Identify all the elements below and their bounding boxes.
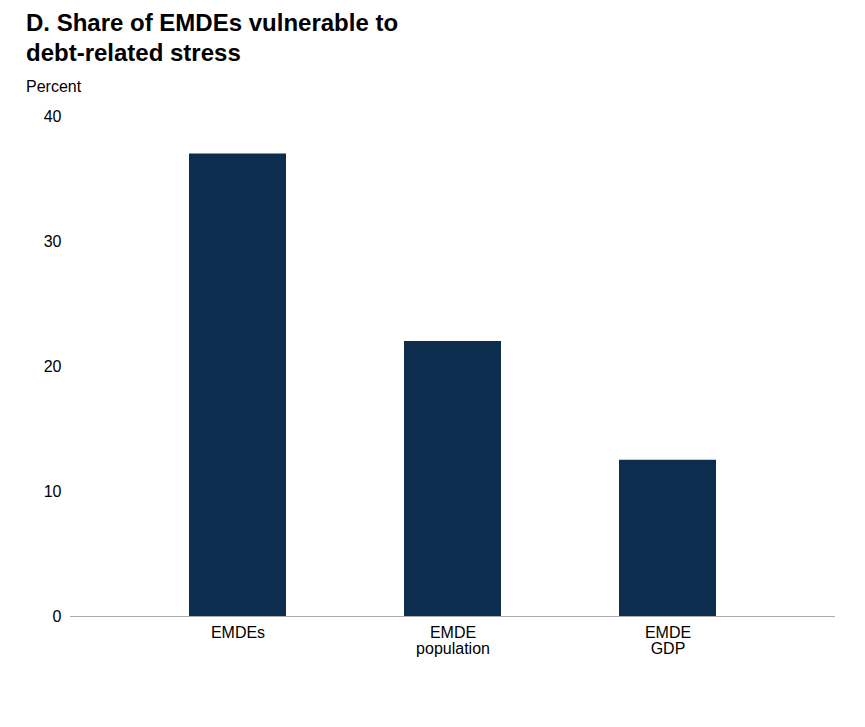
html-text:D. Share of EMDEs vulnerable t: D. Share of EMDEs vulnerable to debt-rel… bbox=[26, 9, 399, 66]
svg-text:40: 40 bbox=[44, 108, 62, 125]
svg-text:10: 10 bbox=[44, 483, 62, 500]
svg-text:0: 0 bbox=[53, 608, 62, 625]
svg-text:EMDEpopulation: EMDEpopulation bbox=[416, 624, 490, 657]
svg-text:EMDEs: EMDEs bbox=[211, 624, 265, 641]
svg-text:EMDEGDP: EMDEGDP bbox=[645, 624, 691, 657]
html-text:Percent: Percent bbox=[26, 78, 82, 95]
svg-text:20: 20 bbox=[44, 358, 62, 375]
svg-text:30: 30 bbox=[44, 233, 62, 250]
